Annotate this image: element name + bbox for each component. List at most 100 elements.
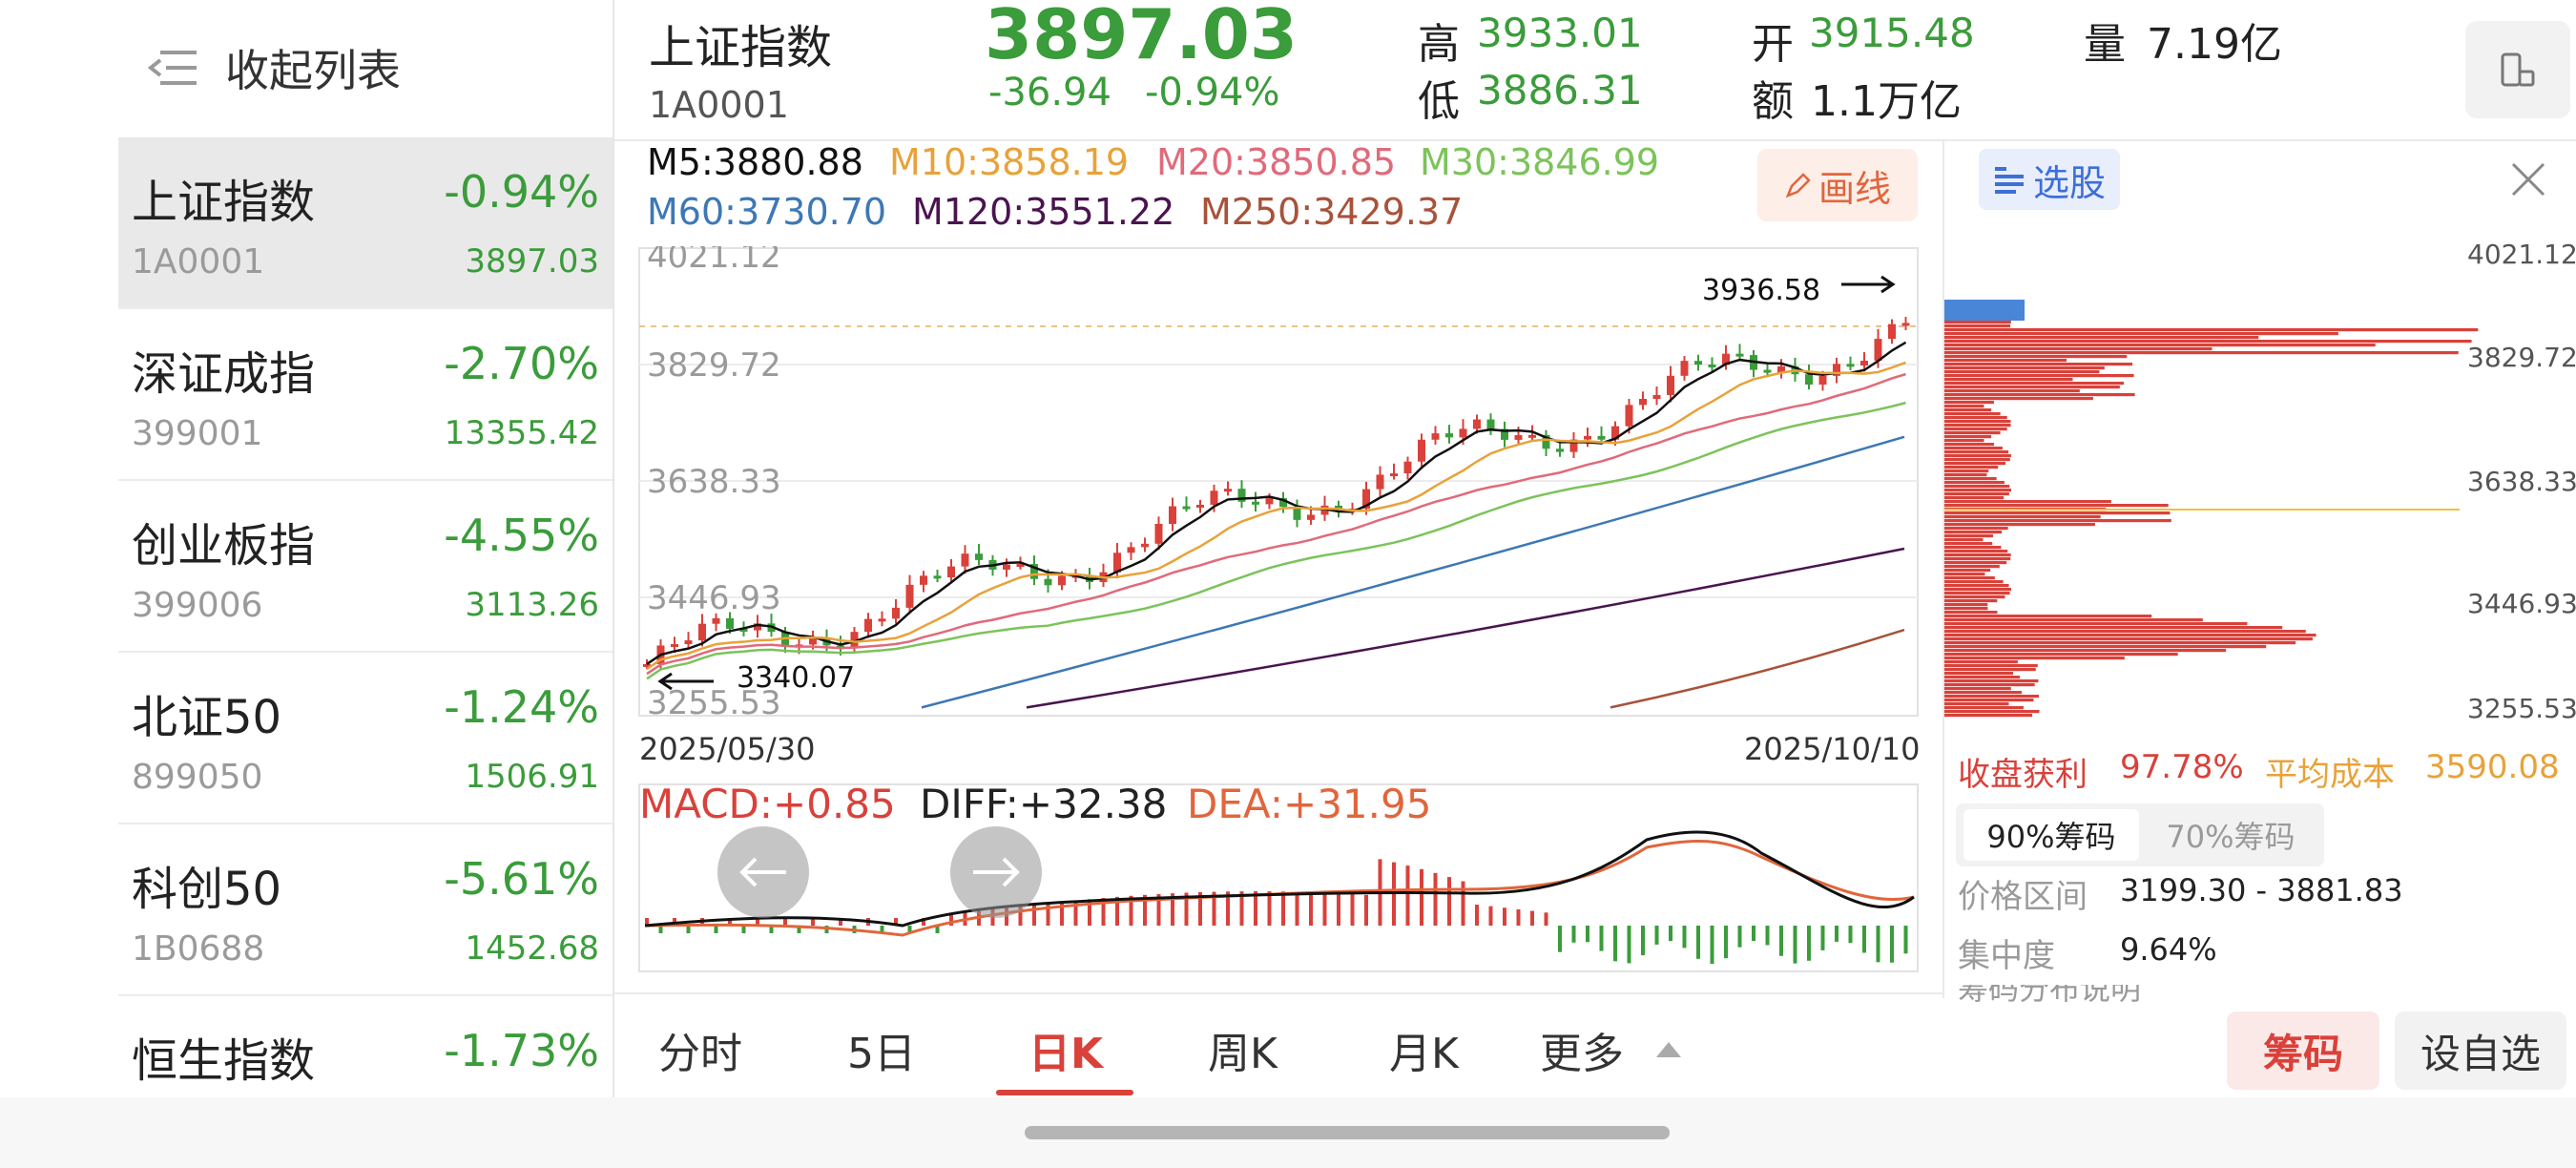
rotate-screen-button[interactable]: [2465, 21, 2570, 118]
index-price: 1452.68: [465, 929, 599, 968]
ma30-line: [646, 401, 1906, 680]
chip-bar: [1944, 374, 2134, 378]
candle-body: [1569, 439, 1578, 452]
candle-body: [1445, 433, 1453, 438]
chip-bar: [1944, 584, 2009, 588]
macd-bar: [1890, 926, 1894, 963]
chip-bar: [1944, 321, 2011, 324]
candle-body: [1016, 564, 1025, 568]
macd-bar: [1862, 926, 1866, 953]
macd-bar: [880, 926, 884, 933]
tab-active-indicator: [996, 1090, 1133, 1095]
candle-body: [1639, 399, 1647, 406]
candle-body: [850, 632, 859, 649]
candle-body: [754, 623, 761, 631]
candle-body: [1362, 489, 1370, 510]
macd-bar: [1350, 893, 1355, 926]
tab-weekly-k[interactable]: 周K: [1208, 1030, 1278, 1078]
candle-body: [1182, 506, 1191, 510]
chip-bar-upper: [1944, 300, 2025, 321]
draw-line-button[interactable]: 画线: [1757, 149, 1918, 221]
chip-note-link[interactable]: 筹码分布说明: [1958, 985, 2141, 1004]
index-name: 恒生指数: [132, 1034, 316, 1088]
macd-bar: [1696, 926, 1700, 959]
macd-bar: [728, 918, 732, 926]
index-item-shanghai[interactable]: 上证指数 -0.94% 1A0001 3897.03: [118, 137, 613, 309]
low-label: 低: [1418, 77, 1460, 126]
index-item-bse50[interactable]: 北证50 -1.24% 899050 1506.91: [118, 653, 613, 824]
low-value: 3886.31: [1477, 67, 1643, 114]
candle-body: [1459, 428, 1467, 438]
index-item-shenzhen[interactable]: 深证成指 -2.70% 399001 13355.42: [118, 309, 613, 481]
chip-bar: [1944, 473, 1987, 477]
chip90-tab[interactable]: 90%筹码: [1963, 809, 2139, 861]
candle-body: [739, 628, 748, 632]
index-change-pct: -4.55%: [444, 510, 599, 561]
tab-more[interactable]: 更多: [1540, 1019, 1685, 1080]
chip-bar: [1944, 527, 2008, 531]
pick-stock-label: 选股: [2032, 161, 2106, 204]
price-range-value: 3199.30 - 3881.83: [2120, 872, 2403, 908]
chip-bar: [1944, 435, 1992, 439]
chip-bar: [1944, 424, 2011, 428]
macd-bar: [1820, 926, 1825, 950]
chip-bar: [1944, 706, 2024, 710]
macd-bar: [1571, 926, 1576, 943]
macd-bar: [797, 926, 801, 933]
chip-bar: [1944, 660, 2018, 664]
chip-bar: [1944, 511, 2171, 515]
pick-stock-button[interactable]: 选股: [1979, 149, 2120, 210]
macd-bar: [1032, 905, 1036, 926]
collapse-list-button[interactable]: 收起列表: [147, 36, 401, 99]
tab-5day[interactable]: 5日: [847, 1030, 916, 1078]
chip-bar: [1944, 603, 1988, 607]
chip-bar: [1944, 546, 2002, 550]
close-icon[interactable]: [2509, 160, 2547, 198]
macd-bar: [922, 918, 925, 926]
tab-daily-k[interactable]: 日K: [1028, 1030, 1104, 1078]
add-watchlist-button[interactable]: 设自选: [2395, 1012, 2566, 1090]
chip-y-label: 4021.12: [2467, 239, 2576, 270]
macd-bar: [1475, 905, 1479, 926]
candle-body: [684, 640, 693, 645]
tab-monthly-k[interactable]: 月K: [1389, 1030, 1459, 1078]
chip-bar: [1944, 588, 2011, 592]
macd-bar: [686, 926, 691, 933]
scroll-left-button[interactable]: [717, 826, 809, 918]
macd-bar: [645, 918, 649, 926]
chip-bar: [1944, 626, 2283, 630]
chip-bar: [1944, 534, 1993, 538]
macd-bar: [1060, 902, 1064, 926]
scroll-right-button[interactable]: [950, 826, 1042, 918]
candle-body: [671, 644, 678, 648]
macd-bar: [1281, 891, 1285, 926]
candle-body: [1390, 473, 1398, 477]
ma5-line: [646, 341, 1907, 665]
kline-ma-lines: [646, 341, 1907, 709]
chip-bar: [1944, 550, 2008, 553]
ma120-label: M120:3551.22: [912, 191, 1175, 233]
candle-body: [1486, 419, 1495, 429]
index-code: 399006: [132, 586, 263, 625]
concentration-value: 9.64%: [2120, 931, 2217, 968]
macd-bar: [907, 926, 912, 933]
volume-label: 量: [2084, 20, 2126, 69]
candle-body: [1044, 578, 1052, 586]
macd-bar: [1848, 926, 1853, 944]
index-item-hangseng[interactable]: 恒生指数 -1.73%: [118, 996, 613, 1097]
kline-chart[interactable]: 4021.12 3829.72 3638.33 3446.93 3255.53 …: [635, 246, 1923, 723]
candle-body: [878, 618, 886, 622]
amount-value: 1.1万亿: [1811, 77, 1962, 126]
home-indicator[interactable]: [1025, 1126, 1670, 1139]
chip-bar: [1944, 672, 2014, 676]
index-item-star50[interactable]: 科创50 -5.61% 1B0688 1452.68: [118, 824, 613, 996]
draw-line-label: 画线: [1818, 167, 1891, 210]
chips-button[interactable]: 筹码: [2227, 1012, 2379, 1090]
macd-bar: [1129, 895, 1133, 926]
chip70-tab[interactable]: 70%筹码: [2166, 819, 2296, 855]
index-item-chinext[interactable]: 创业板指 -4.55% 399006 3113.26: [118, 481, 613, 653]
chip-bar: [1944, 492, 2009, 496]
tab-timeshare[interactable]: 分时: [658, 1030, 742, 1078]
macd-bar: [1641, 926, 1645, 956]
chip-bar: [1944, 344, 2376, 347]
